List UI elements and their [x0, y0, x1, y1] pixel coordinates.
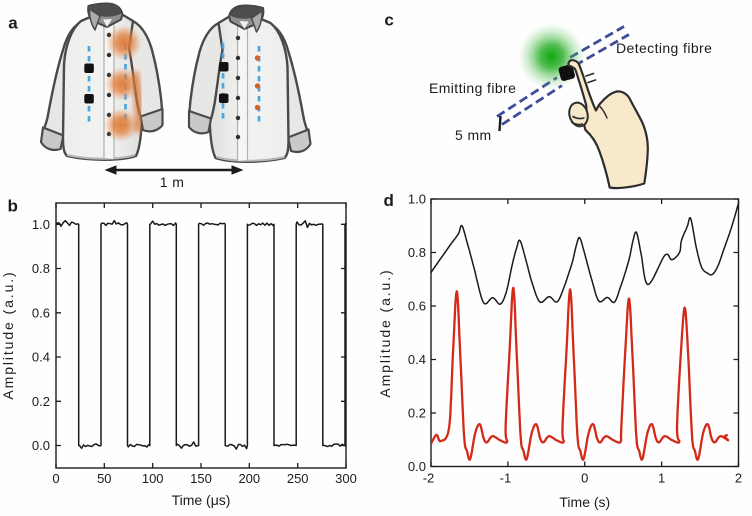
svg-text:2: 2	[735, 471, 742, 486]
svg-text:c: c	[384, 11, 393, 30]
svg-text:Time (s): Time (s)	[559, 494, 610, 510]
svg-text:0.8: 0.8	[408, 245, 426, 260]
svg-text:1.0: 1.0	[408, 192, 426, 207]
svg-text:1: 1	[658, 471, 665, 486]
svg-text:Time (μs): Time (μs)	[172, 492, 231, 508]
svg-text:0.4: 0.4	[408, 352, 426, 367]
svg-text:0: 0	[52, 471, 59, 486]
svg-text:50: 50	[97, 471, 111, 486]
svg-text:0.4: 0.4	[32, 350, 50, 365]
svg-text:-2: -2	[423, 471, 435, 486]
svg-text:0.6: 0.6	[408, 299, 426, 314]
svg-text:200: 200	[238, 471, 260, 486]
svg-text:100: 100	[142, 471, 164, 486]
svg-text:Detecting fibre: Detecting fibre	[616, 40, 712, 56]
svg-text:0.0: 0.0	[32, 438, 50, 453]
svg-text:5 mm: 5 mm	[455, 127, 492, 143]
svg-text:Amplitude (a.u.): Amplitude (a.u.)	[377, 268, 393, 397]
svg-text:Emitting fibre: Emitting fibre	[429, 80, 516, 96]
svg-text:b: b	[8, 197, 18, 216]
svg-text:0.8: 0.8	[32, 261, 50, 276]
svg-text:0.2: 0.2	[32, 394, 50, 409]
svg-text:Amplitude (a.u.): Amplitude (a.u.)	[0, 270, 16, 399]
svg-text:0.0: 0.0	[408, 459, 426, 474]
svg-text:150: 150	[190, 471, 212, 486]
svg-text:250: 250	[287, 471, 309, 486]
svg-text:1.0: 1.0	[32, 217, 50, 232]
svg-text:300: 300	[335, 471, 357, 486]
svg-text:a: a	[8, 14, 18, 33]
svg-text:d: d	[384, 191, 394, 210]
svg-text:0.6: 0.6	[32, 306, 50, 321]
svg-text:0: 0	[581, 471, 588, 486]
svg-text:0.2: 0.2	[408, 406, 426, 421]
svg-text:1 m: 1 m	[160, 174, 185, 190]
svg-text:-1: -1	[500, 471, 512, 486]
